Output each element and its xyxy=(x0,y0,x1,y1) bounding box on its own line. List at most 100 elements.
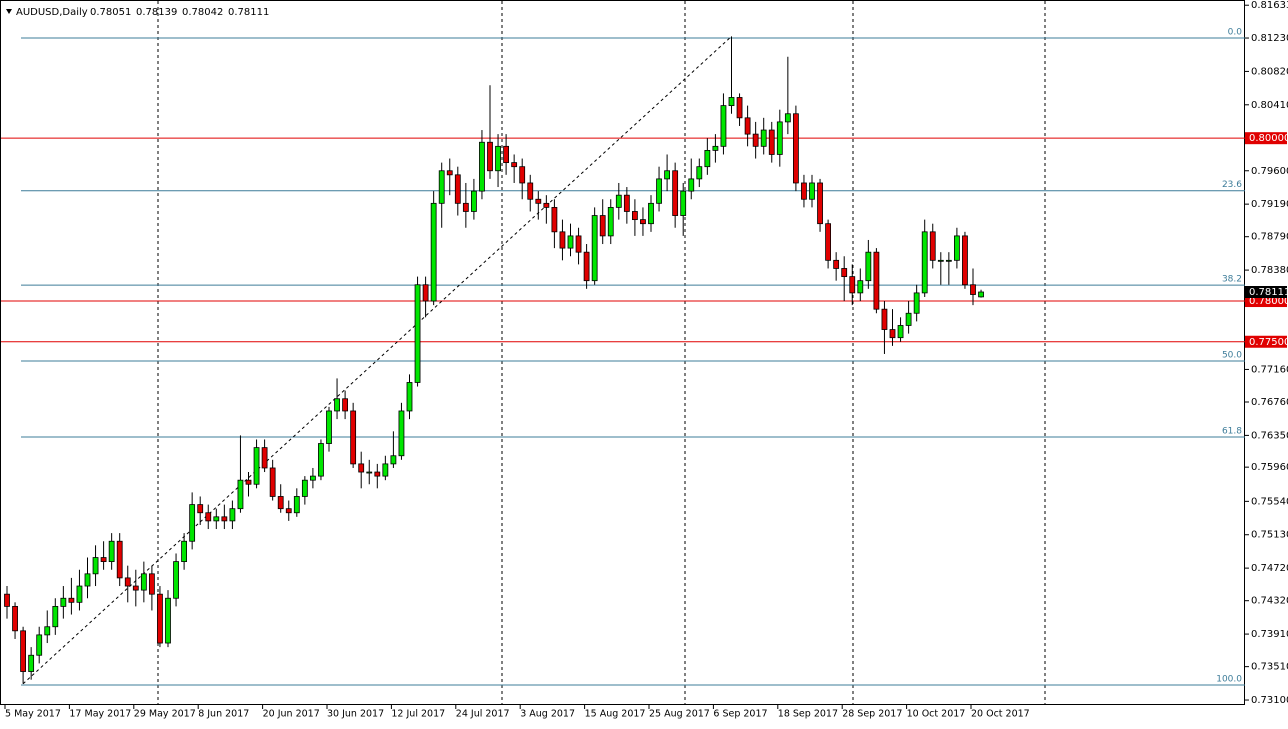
x-tick-label: 29 May 2017 xyxy=(134,709,196,720)
candle-body xyxy=(664,170,670,180)
candle-body xyxy=(583,251,590,282)
candle-body xyxy=(398,410,405,457)
candle-body xyxy=(44,626,51,636)
candle-body xyxy=(197,504,204,514)
candle-body xyxy=(527,182,534,200)
candle-body xyxy=(688,178,695,192)
candle-body xyxy=(591,215,598,282)
candle-body xyxy=(237,479,244,510)
candle-body xyxy=(970,284,976,295)
x-tick-label: 10 Oct 2017 xyxy=(907,709,966,720)
candle-body xyxy=(181,540,188,563)
x-tick-label: 15 Aug 2017 xyxy=(585,709,646,720)
candle-body xyxy=(712,145,719,151)
candle-body xyxy=(672,170,679,216)
candle-body xyxy=(390,455,397,465)
candle-body xyxy=(4,593,10,607)
price-level-tag xyxy=(1245,335,1287,348)
candle-body xyxy=(897,325,904,339)
x-tick-label: 20 Oct 2017 xyxy=(971,709,1030,720)
candle-body xyxy=(495,145,501,172)
candle-body xyxy=(285,508,292,514)
candle-body xyxy=(189,504,196,542)
candle-body xyxy=(205,512,212,522)
candle-body xyxy=(165,597,171,644)
candle-body xyxy=(334,398,340,412)
candle-body xyxy=(84,573,91,587)
x-tick-label: 20 Jun 2017 xyxy=(263,709,320,720)
candle-body xyxy=(760,129,767,147)
candle-body xyxy=(736,97,743,119)
candle-body xyxy=(157,593,163,644)
candle-body xyxy=(366,471,373,474)
candle-body xyxy=(116,540,123,579)
fib-label: 23.6 xyxy=(1222,180,1242,190)
candle-body xyxy=(849,276,856,294)
candle-body xyxy=(52,605,59,628)
candle-body xyxy=(358,463,365,473)
x-tick-label: 3 Aug 2017 xyxy=(520,709,575,720)
candle-body xyxy=(406,382,413,412)
candle-body xyxy=(261,447,268,469)
candle-body xyxy=(841,268,848,278)
candle-body xyxy=(551,206,558,233)
candle-body xyxy=(865,251,872,282)
candle-body xyxy=(309,475,316,481)
candle-body xyxy=(350,410,357,465)
candle-body xyxy=(124,577,131,587)
candle-body xyxy=(559,231,566,249)
header-high: 0.78139 xyxy=(136,7,177,18)
y-tick-label: 0.81633 xyxy=(1251,0,1288,11)
candle-body xyxy=(768,129,775,155)
trend-line xyxy=(22,36,732,685)
candle-body xyxy=(615,194,622,208)
current-price-tag xyxy=(1245,285,1287,298)
x-tick-label: 8 Jun 2017 xyxy=(198,709,249,720)
candle-body xyxy=(479,141,485,192)
menu-arrow[interactable] xyxy=(6,9,12,14)
x-tick-label: 30 Jun 2017 xyxy=(327,709,384,720)
candle-body xyxy=(60,597,67,607)
fib-label: 50.0 xyxy=(1222,351,1242,361)
candle-body xyxy=(446,170,453,176)
candle-body xyxy=(503,145,510,164)
candle-body xyxy=(752,133,759,147)
candle-body xyxy=(301,479,308,497)
candle-body xyxy=(567,235,574,249)
candle-body xyxy=(318,443,324,477)
candle-body xyxy=(873,251,880,310)
candle-body xyxy=(76,585,83,603)
candle-body xyxy=(607,206,614,237)
x-tick-label: 5 May 2017 xyxy=(5,709,61,720)
fib-label: 100.0 xyxy=(1216,675,1242,685)
candle-body xyxy=(954,235,960,261)
candle-body xyxy=(326,410,332,444)
candle-body xyxy=(173,561,179,599)
candle-body xyxy=(809,182,815,200)
x-tick-label: 24 Jul 2017 xyxy=(456,709,510,720)
candle-body xyxy=(20,630,27,672)
candle-body xyxy=(414,284,421,383)
fib-label: 38.2 xyxy=(1222,275,1242,285)
candle-body xyxy=(28,654,35,672)
price-level-tag xyxy=(1245,295,1287,308)
candle-body xyxy=(929,231,936,261)
x-tick-label: 17 May 2017 xyxy=(69,709,131,720)
header-close: 0.78111 xyxy=(228,7,269,18)
candle-body xyxy=(132,585,139,591)
